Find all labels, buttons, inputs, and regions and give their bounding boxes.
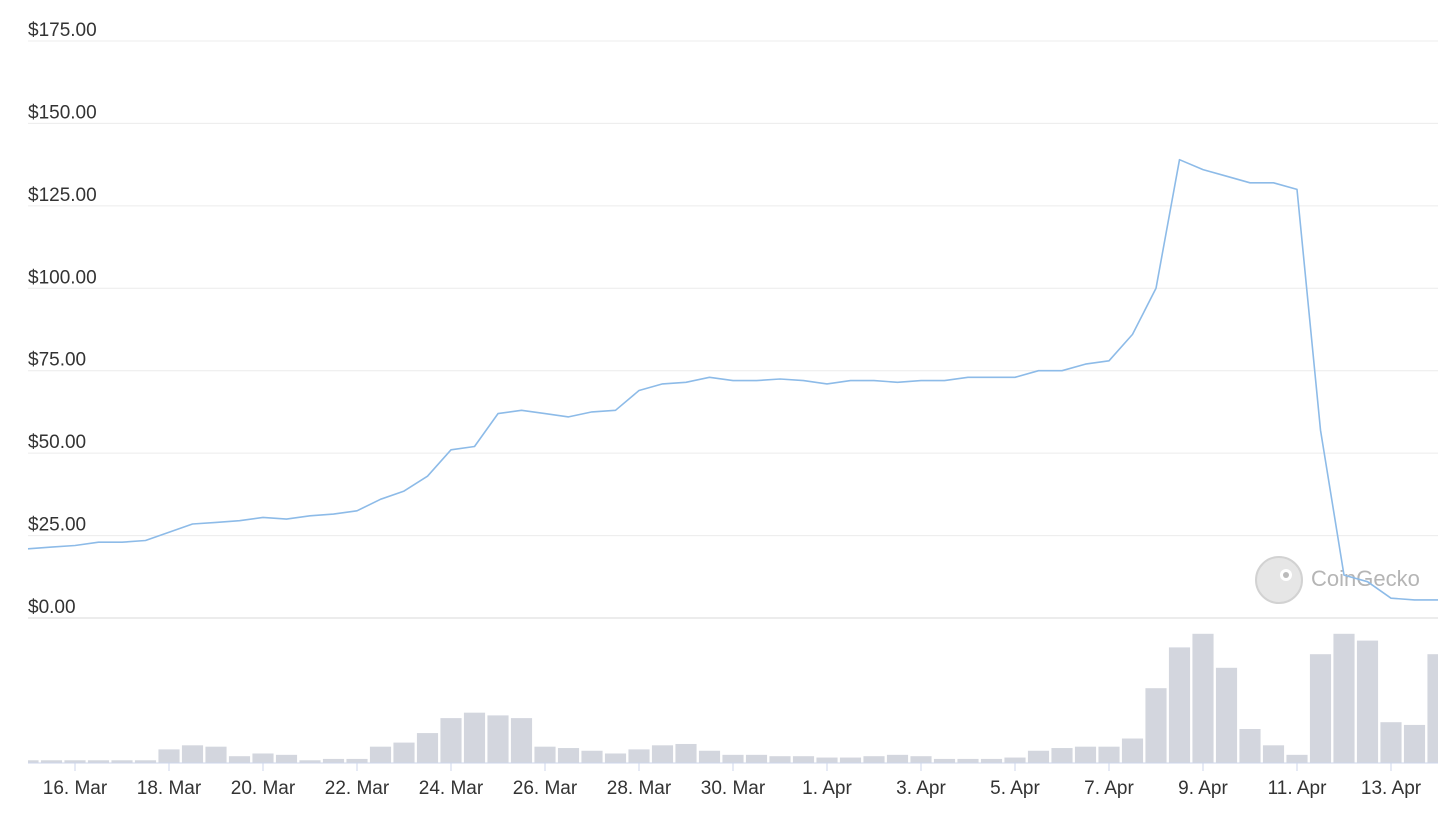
volume-bar xyxy=(275,754,298,763)
volume-bar xyxy=(1004,757,1026,763)
volume-bar xyxy=(628,749,650,763)
x-tick-label: 16. Mar xyxy=(43,778,108,799)
volume-bar xyxy=(886,754,909,763)
volume-bar xyxy=(111,760,133,763)
volume-bar xyxy=(440,718,462,763)
volume-bar xyxy=(1239,729,1261,763)
y-tick-label: $50.00 xyxy=(28,432,86,453)
watermark: CoinGecko xyxy=(1311,566,1420,591)
volume-bar xyxy=(1286,754,1308,763)
x-tick-label: 28. Mar xyxy=(607,778,672,799)
volume-bar xyxy=(698,750,721,763)
volume-bar xyxy=(534,746,556,763)
volume-bar xyxy=(1380,722,1402,763)
volume-bar xyxy=(1403,724,1426,763)
volume-bar xyxy=(510,718,533,763)
volume-bar xyxy=(64,760,86,763)
volume-bar xyxy=(675,743,697,763)
volume-bar xyxy=(1333,633,1355,763)
volume-bar xyxy=(933,758,956,763)
x-tick-label: 1. Apr xyxy=(802,778,852,799)
volume-bar xyxy=(980,758,1003,763)
volume-bar xyxy=(134,760,157,763)
x-tick-label: 18. Mar xyxy=(137,778,202,799)
volume-bar xyxy=(228,756,251,763)
volume-bar xyxy=(863,756,885,763)
y-tick-label: $125.00 xyxy=(28,185,97,206)
volume-bar xyxy=(369,746,392,763)
volume-bar xyxy=(1074,746,1097,763)
volume-bar xyxy=(604,753,627,763)
volume-bar xyxy=(1262,745,1285,763)
volume-bar xyxy=(1145,688,1167,763)
volume-bar xyxy=(1121,738,1144,763)
x-tick-label: 22. Mar xyxy=(325,778,390,799)
volume-bar xyxy=(1356,640,1379,763)
x-tick-label: 9. Apr xyxy=(1178,778,1228,799)
y-tick-label: $100.00 xyxy=(28,267,97,288)
volume-bar xyxy=(205,746,227,763)
volume-bar xyxy=(299,760,321,763)
volume-bar xyxy=(322,758,345,763)
y-tick-label: $0.00 xyxy=(28,597,76,618)
x-tick-label: 3. Apr xyxy=(896,778,946,799)
volume-bar xyxy=(416,733,439,763)
volume-bar xyxy=(910,756,932,763)
volume-bar xyxy=(252,753,274,763)
volume-bar xyxy=(346,758,368,763)
volume-bar xyxy=(1027,750,1050,763)
x-tick-label: 20. Mar xyxy=(231,778,296,799)
volume-bar xyxy=(722,754,744,763)
volume-bar xyxy=(158,749,180,763)
price-line xyxy=(27,158,1438,601)
volume-bar xyxy=(28,760,39,763)
volume-bar xyxy=(651,745,674,763)
watermark-logo xyxy=(1255,556,1303,604)
x-tick-label: 5. Apr xyxy=(990,778,1040,799)
volume-bar xyxy=(816,757,838,763)
volume-bar xyxy=(40,760,63,763)
volume-bar xyxy=(1192,633,1214,763)
x-tick-label: 13. Apr xyxy=(1361,778,1422,799)
volume-bar xyxy=(839,757,862,763)
volume-bar xyxy=(463,712,486,763)
y-tick-label: $175.00 xyxy=(28,20,97,41)
volume-bar xyxy=(1098,746,1120,763)
x-tick-label: 26. Mar xyxy=(513,778,578,799)
volume-bar xyxy=(1051,748,1073,763)
volume-bar xyxy=(1168,647,1191,763)
x-tick-label: 24. Mar xyxy=(419,778,484,799)
volume-bar xyxy=(1427,654,1438,763)
volume-bar xyxy=(1309,654,1332,763)
volume-bar xyxy=(181,745,204,763)
volume-bar xyxy=(957,758,979,763)
volume-bar xyxy=(745,754,768,763)
x-tick-label: 7. Apr xyxy=(1084,778,1134,799)
volume-bar xyxy=(557,748,580,763)
volume-bar xyxy=(581,750,603,763)
y-tick-label: $75.00 xyxy=(28,350,86,371)
volume-bar xyxy=(487,715,509,763)
volume-bar xyxy=(792,756,815,763)
volume-bar xyxy=(393,742,415,763)
volume-bar xyxy=(87,760,110,763)
y-tick-label: $25.00 xyxy=(28,515,86,536)
x-tick-label: 30. Mar xyxy=(701,778,766,799)
volume-bar xyxy=(1215,667,1238,763)
y-tick-label: $150.00 xyxy=(28,102,97,123)
volume-bar xyxy=(769,756,791,763)
x-tick-label: 11. Apr xyxy=(1268,778,1327,799)
